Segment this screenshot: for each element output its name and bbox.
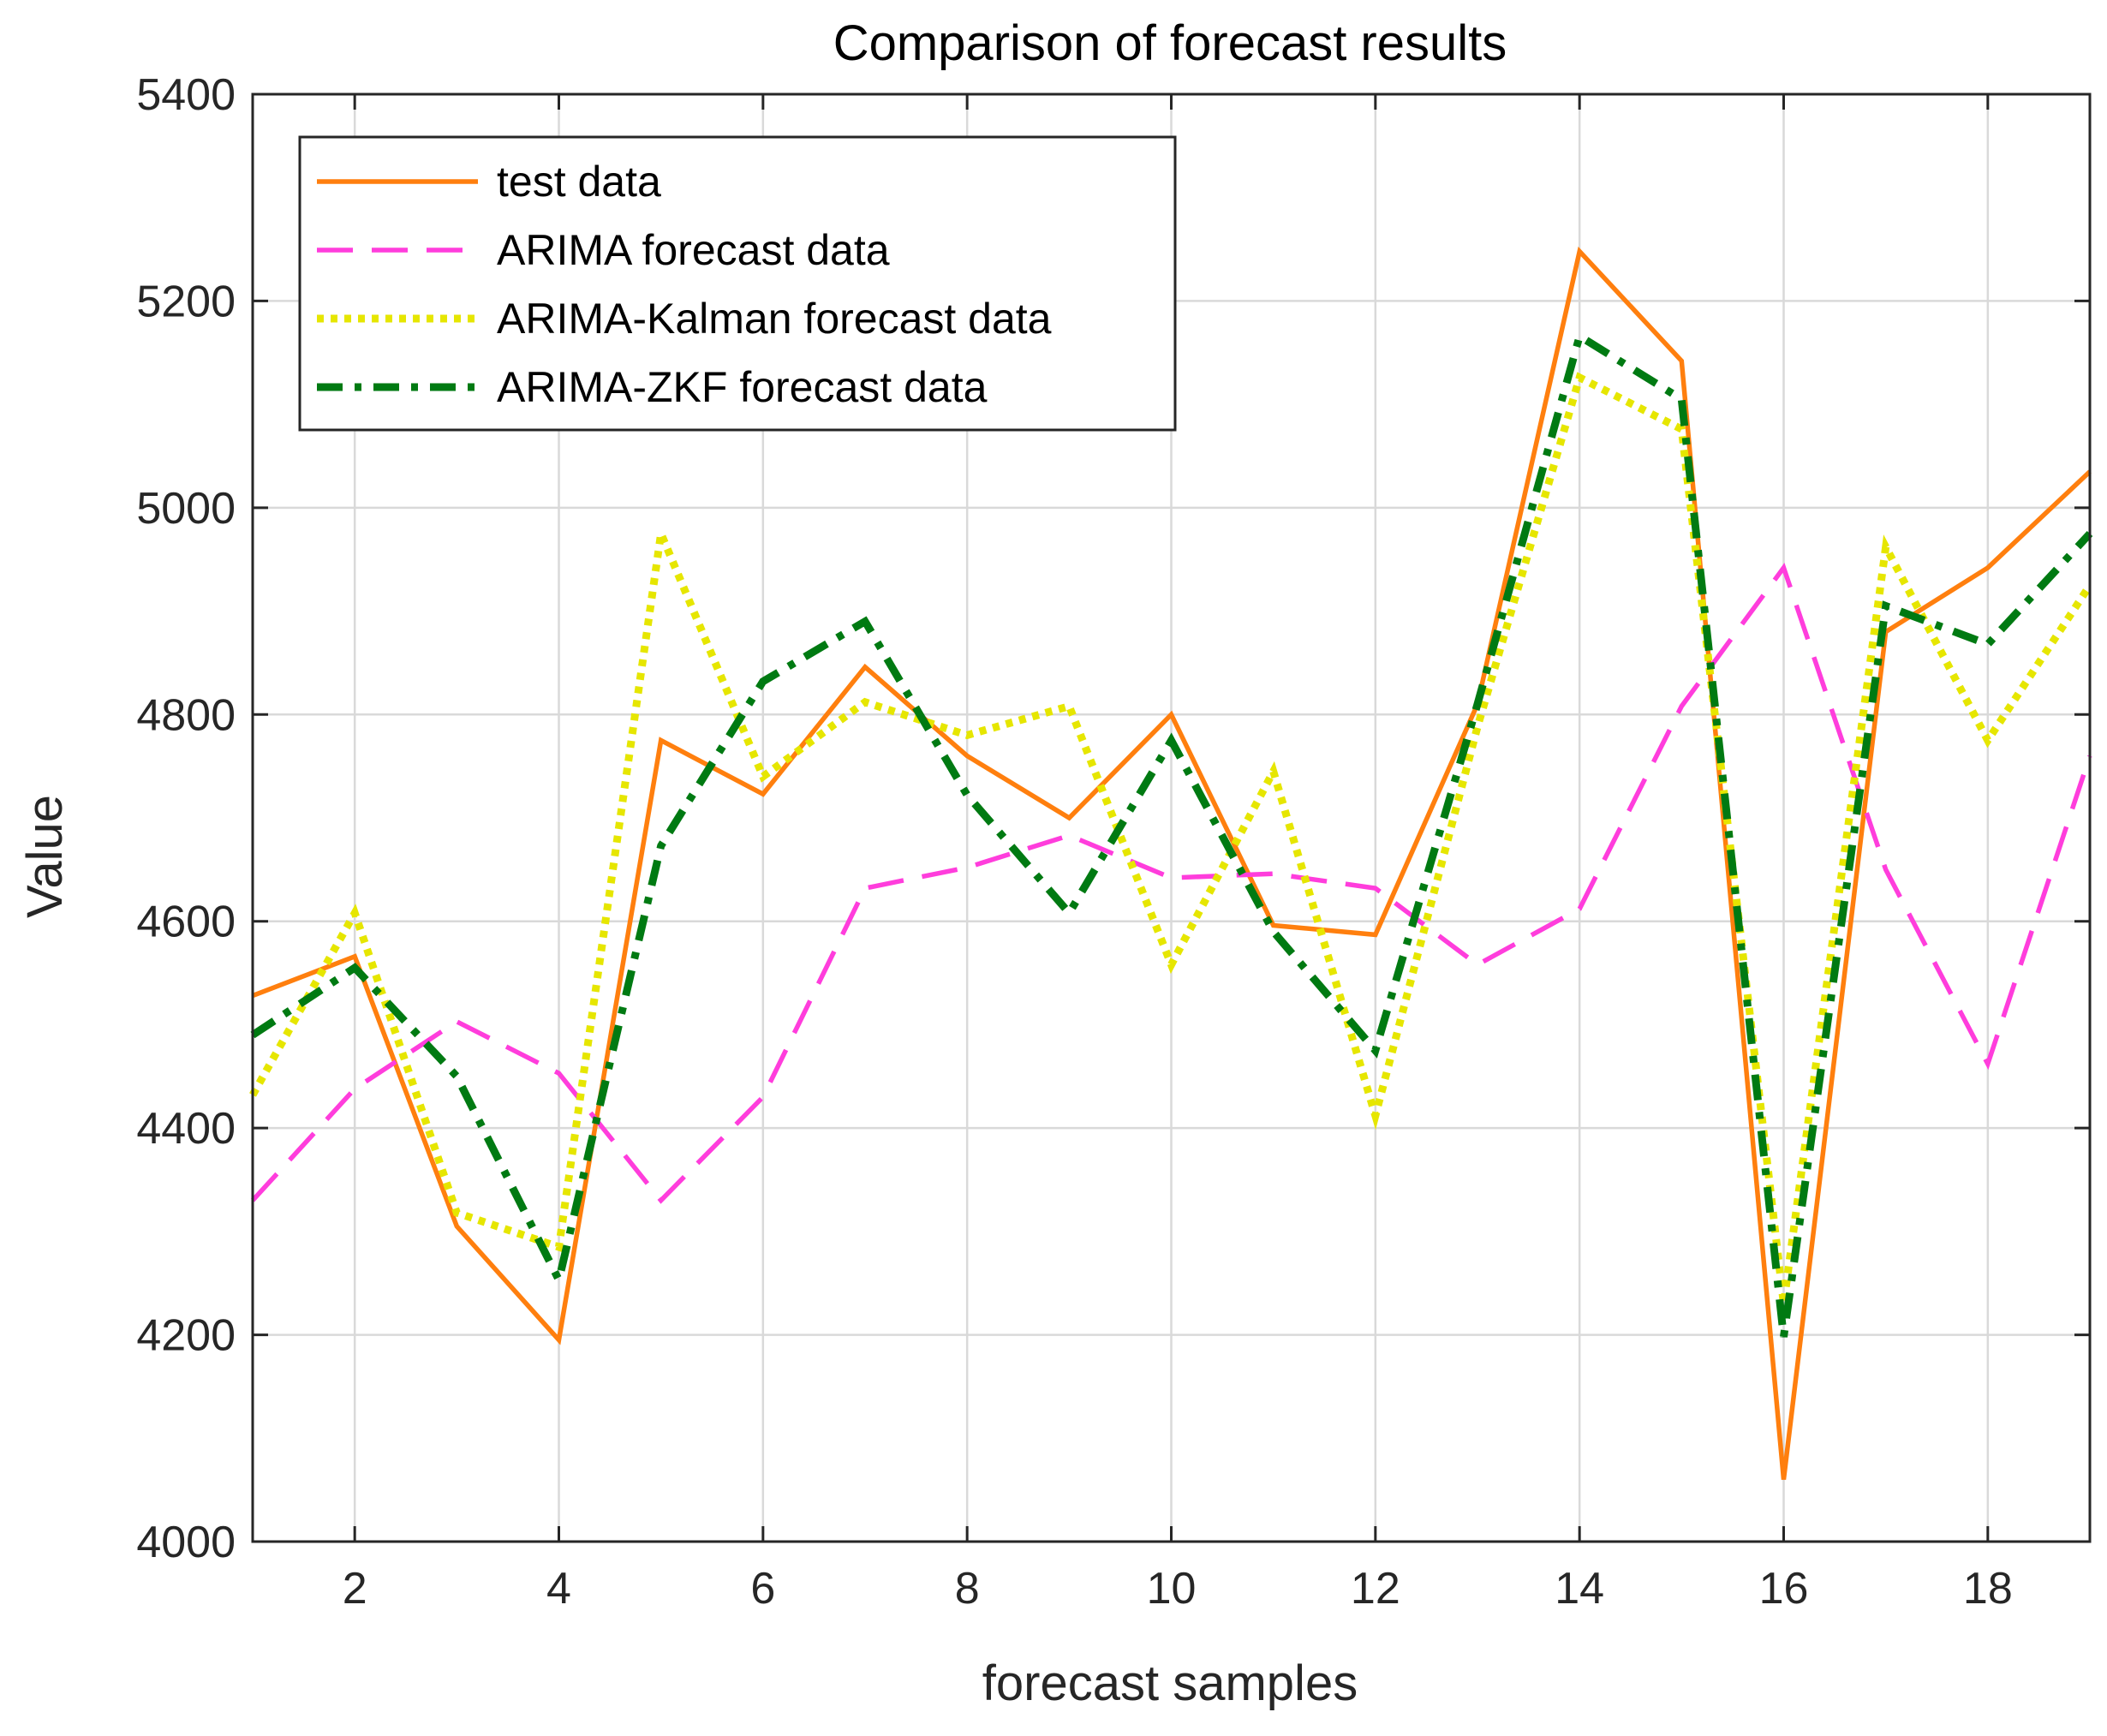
y-tick-label: 4800	[136, 690, 236, 740]
x-axis-label: forecast samples	[982, 1655, 1358, 1711]
x-tick-label: 8	[955, 1564, 980, 1614]
series-line-3	[250, 330, 2093, 1338]
y-tick-label: 4200	[136, 1311, 236, 1361]
x-tick-label: 16	[1759, 1564, 1809, 1614]
x-tick-label: 18	[1963, 1564, 2013, 1614]
series-lines	[249, 246, 2093, 1480]
x-tick-label: 2	[343, 1564, 367, 1614]
y-tick-label: 5200	[136, 277, 236, 326]
series-line-1	[250, 563, 2092, 1204]
y-tick-label: 5000	[136, 484, 236, 534]
ticks: 2 4 6 8 10 12 14 16 18 4000 4200 4400 4600 4800 5000 52…	[136, 70, 2090, 1614]
x-tick-label: 4	[546, 1564, 571, 1614]
legend: test data ARIMA forecast data ARIMA-Kalman…	[298, 135, 1177, 432]
legend-label-1: ARIMA forecast data	[497, 226, 890, 274]
y-tick-label: 4000	[136, 1518, 236, 1567]
y-tick-label: 4600	[136, 898, 236, 947]
legend-box	[298, 135, 1177, 432]
x-tick-label: 12	[1351, 1564, 1400, 1614]
chart-title: Comparison of forecast results	[833, 15, 1507, 71]
series-line-0	[252, 246, 2092, 1480]
y-axis-label: Value	[17, 795, 73, 918]
x-tick-label: 14	[1555, 1564, 1604, 1614]
legend-label-2: ARIMA-Kalman forecast data	[497, 295, 1052, 343]
legend-label-3: ARIMA-ZKF forecast data	[497, 363, 988, 411]
y-tick-label: 5400	[136, 70, 236, 120]
y-tick-label: 4400	[136, 1104, 236, 1154]
x-tick-label: 10	[1147, 1564, 1197, 1614]
x-tick-label: 6	[750, 1564, 775, 1614]
series-line-2	[249, 372, 2093, 1305]
legend-label-0: test data	[497, 158, 661, 206]
